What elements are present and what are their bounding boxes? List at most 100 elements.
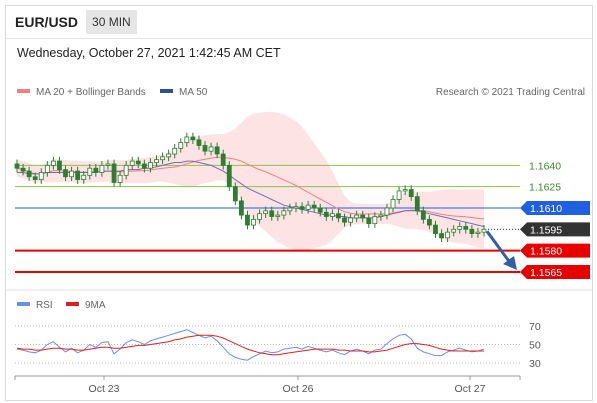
candle-body: [220, 153, 226, 166]
price-tags: 1.1640 1.1625 1.1610 1.1595 1.1580 1.1565: [520, 160, 590, 279]
candle-body: [239, 200, 244, 216]
candle-body: [160, 156, 165, 161]
rsi-ma-legend-label: 9MA: [85, 300, 106, 311]
x-axis-label: Oct 26: [283, 383, 314, 395]
candle-body: [329, 213, 335, 217]
candle-body: [372, 216, 378, 225]
rsi-ma-line: [16, 334, 484, 356]
resistance-label: 1.1625: [529, 182, 561, 194]
x-axis-label: Oct 23: [89, 383, 120, 395]
candle-body: [232, 186, 238, 202]
candle-body: [305, 204, 311, 210]
ma20-legend-swatch: [17, 89, 30, 93]
rsi-legend-label: RSI: [36, 300, 53, 311]
candle-body: [105, 163, 111, 166]
candle-body: [87, 167, 93, 176]
support-tag: [520, 264, 590, 279]
candle-body: [129, 160, 135, 166]
candle-body: [251, 218, 256, 226]
candle-body: [44, 164, 50, 173]
candle-body: [178, 142, 184, 149]
candle-body: [190, 136, 196, 141]
symbol-label: EUR/USD: [15, 14, 79, 30]
candle-body: [263, 210, 269, 215]
candle-body: [402, 189, 408, 192]
pivot-tag: [520, 201, 590, 215]
candle-body: [299, 206, 305, 210]
candle-body: [378, 214, 384, 217]
candle-body: [202, 145, 208, 152]
candle-body: [245, 214, 250, 226]
candle-body: [148, 162, 153, 169]
candle-body: [154, 159, 159, 163]
candle-body: [390, 199, 396, 209]
ma20-legend-label: MA 20 + Bollinger Bands: [36, 87, 146, 98]
candle-body: [111, 163, 117, 183]
candle-body: [348, 217, 353, 223]
last-price-label: 1.1595: [530, 224, 562, 236]
candle-body: [342, 217, 347, 223]
candle-body: [117, 174, 123, 183]
candle-body: [336, 213, 341, 219]
candle-body: [323, 211, 329, 217]
bollinger-band-area: [17, 111, 484, 251]
ma50-legend-swatch: [160, 89, 173, 93]
candle-body: [354, 214, 360, 219]
candle-body: [38, 172, 44, 180]
resistance-label: 1.1640: [529, 160, 561, 172]
candle-body: [57, 160, 62, 171]
candle-body: [311, 204, 317, 209]
candle-body: [396, 190, 402, 200]
candle-body: [451, 228, 457, 233]
candles: [14, 132, 487, 243]
support-label: 1.1565: [530, 267, 562, 279]
candle-body: [63, 169, 68, 178]
forecast-arrow-head: [503, 255, 517, 270]
candle-body: [208, 146, 214, 152]
candle-body: [414, 196, 420, 212]
candle-body: [439, 233, 444, 239]
candle-body: [166, 153, 172, 158]
candle-body: [257, 213, 262, 220]
candle-body: [32, 176, 38, 180]
credit-label: Research © 2021 Trading Central: [436, 87, 585, 98]
candle-body: [287, 207, 293, 212]
candle-body: [481, 228, 487, 233]
forecast-arrow-shaft: [485, 230, 513, 265]
rsi-ma-legend-swatch: [66, 302, 79, 306]
chart-header: EUR/USD 30 MIN: [5, 8, 137, 36]
candle-body: [457, 226, 463, 230]
pivot-label: 1.1610: [530, 203, 562, 215]
candle-body: [123, 164, 129, 176]
support-tag: [520, 243, 590, 258]
candle-body: [463, 226, 469, 230]
candle-body: [184, 136, 190, 144]
rsi-axis-label: 30: [529, 358, 541, 370]
candle-body: [433, 224, 438, 234]
rsi-axis-label: 70: [529, 321, 541, 333]
candle-body: [141, 163, 147, 169]
rsi-gridlines: 70 50 30: [15, 321, 541, 370]
timestamp: Wednesday, October 27, 2021 1:42:45 AM C…: [17, 46, 281, 60]
ma50-legend-label: MA 50: [179, 87, 208, 98]
x-axis-label: Oct 27: [455, 383, 486, 395]
rsi-axis-label: 50: [529, 340, 541, 352]
timeframe-badge[interactable]: 30 MIN: [86, 10, 137, 34]
candle-body: [360, 214, 366, 219]
last-price-tag: [520, 222, 590, 237]
support-label: 1.1580: [530, 246, 562, 258]
candle-body: [14, 163, 20, 169]
candle-body: [275, 214, 281, 217]
header-divider: [5, 38, 593, 39]
candle-body: [26, 170, 32, 178]
candle-body: [135, 160, 141, 165]
candle-body: [75, 170, 81, 180]
candle-body: [196, 139, 202, 146]
candle-body: [408, 189, 414, 198]
candle-body: [384, 207, 390, 216]
candle-body: [445, 231, 451, 239]
candle-body: [366, 217, 372, 225]
candle-body: [317, 207, 323, 213]
candle-body: [293, 206, 299, 209]
candle-body: [475, 231, 481, 234]
